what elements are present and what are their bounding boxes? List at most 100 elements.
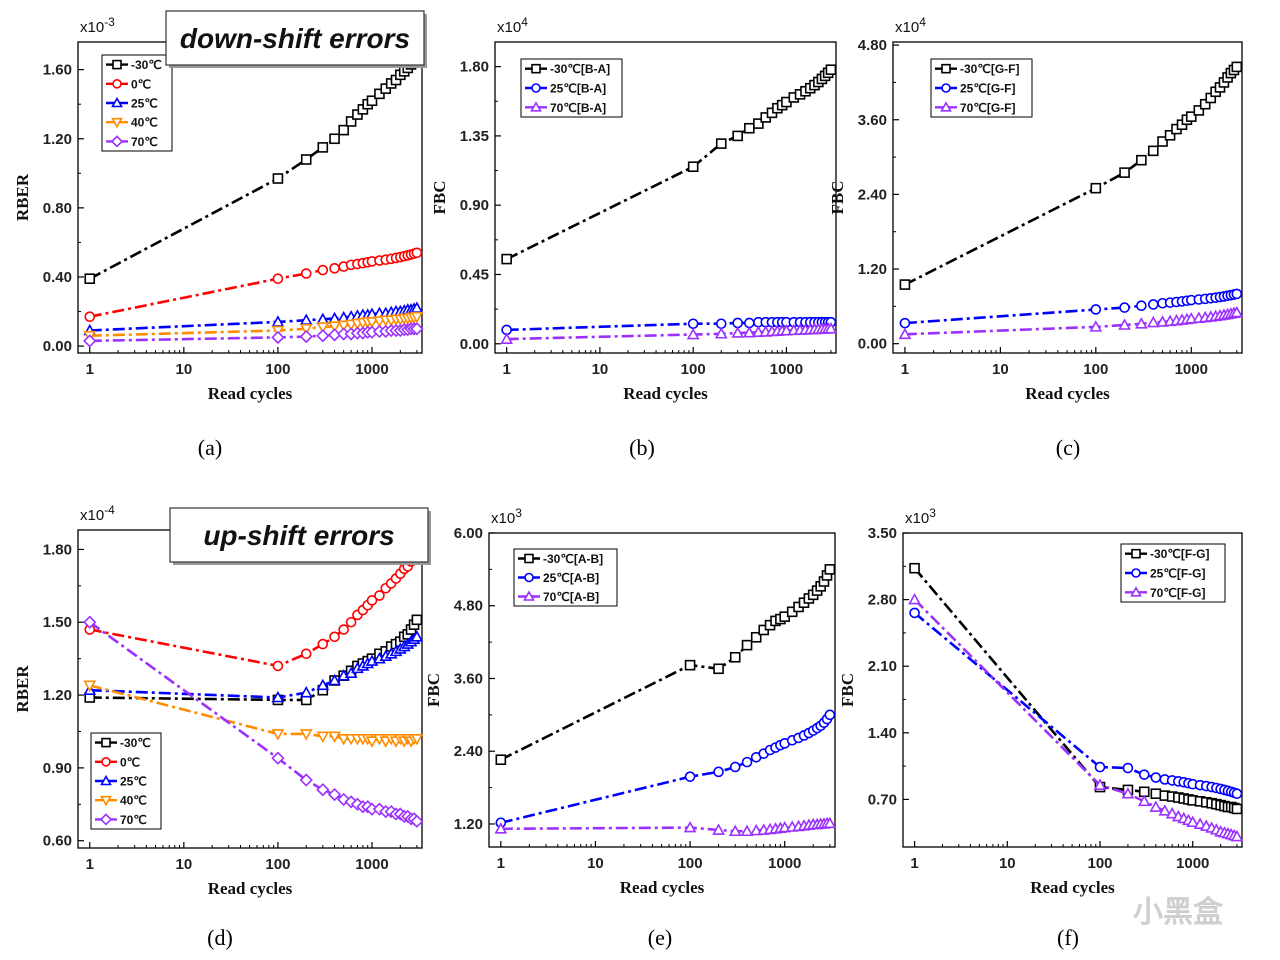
data-point (410, 733, 424, 746)
data-point (1093, 778, 1107, 790)
y-axis-title: FBC (838, 673, 857, 707)
data-point (328, 731, 341, 743)
legend-marker (1131, 568, 1141, 578)
legend-label: 40℃ (131, 116, 158, 130)
data-point (329, 133, 340, 145)
data-point (715, 138, 727, 149)
x-axis-title: Read cycles (208, 384, 293, 403)
data-point (741, 639, 753, 651)
data-point (898, 327, 912, 340)
x-tick-label: 10 (999, 855, 1016, 872)
data-point (84, 311, 96, 323)
x-tick-label: 100 (265, 856, 290, 873)
series-0 (495, 564, 836, 766)
y-tick-label: 0.00 (43, 338, 72, 355)
y-tick-label: 0.40 (43, 269, 72, 286)
data-point (684, 771, 696, 782)
data-point (740, 824, 754, 837)
exponent-base: x10 (80, 19, 104, 36)
axis-exponent: x104 (497, 15, 528, 36)
exponent-base: x10 (895, 19, 919, 36)
data-point (300, 154, 312, 165)
data-point (410, 311, 424, 324)
x-tick-label: 100 (678, 855, 703, 872)
data-point (337, 733, 351, 746)
data-point (83, 615, 97, 629)
x-axis-title: Read cycles (620, 878, 705, 897)
series-4 (83, 615, 424, 828)
data-point (410, 630, 424, 642)
data-point (83, 334, 97, 348)
y-tick-label: 0.60 (43, 833, 72, 850)
data-point (411, 247, 423, 259)
y-tick-label: 1.40 (868, 725, 897, 742)
legend-marker (523, 590, 535, 601)
x-axis-title: Read cycles (208, 879, 293, 898)
data-point (410, 322, 424, 336)
data-point (328, 321, 341, 333)
legend: -30℃[A-B] 25℃[A-B] 70℃[A-B] (513, 548, 618, 607)
chart-banner: up-shift errors (169, 507, 431, 565)
data-point (272, 273, 284, 285)
data-point (327, 787, 342, 802)
data-point (824, 564, 836, 575)
data-point (300, 648, 312, 660)
y-axis-title: FBC (430, 181, 449, 215)
data-point (742, 326, 756, 338)
panel-caption: (a) (198, 435, 222, 460)
series-1 (501, 316, 837, 336)
series-2 (500, 322, 838, 344)
data-point (366, 595, 378, 606)
x-tick-label: 1000 (355, 361, 388, 378)
data-point (495, 754, 507, 766)
data-point (684, 659, 696, 671)
legend-marker (940, 101, 952, 112)
data-point (753, 118, 764, 129)
x-tick-label: 100 (1087, 855, 1112, 872)
data-point (1185, 111, 1197, 122)
axis-exponent: x10-4 (80, 503, 115, 524)
data-point (494, 822, 508, 834)
y-tick-label: 0.80 (43, 200, 72, 217)
data-point (1164, 130, 1176, 141)
data-point (823, 816, 837, 829)
exponent-power: 3 (515, 506, 522, 520)
watermark-text: 小黑盒 (1133, 895, 1224, 930)
legend-marker (1130, 586, 1142, 597)
data-point (713, 766, 724, 778)
data-point (299, 324, 313, 336)
data-point (1231, 803, 1243, 815)
data-point (712, 823, 725, 835)
y-tick-label: 4.80 (858, 37, 887, 54)
legend-label: -30℃[F-G] (1150, 547, 1209, 561)
data-point (500, 332, 514, 344)
legend-label: 70℃[F-G] (1150, 586, 1205, 600)
x-tick-label: 100 (265, 361, 290, 378)
legend-marker (111, 117, 123, 129)
y-tick-label: 1.50 (43, 614, 72, 631)
series-3 (83, 311, 424, 343)
data-point (501, 253, 512, 265)
y-axis-title: FBC (424, 673, 443, 707)
axis-exponent: x10-3 (80, 15, 115, 36)
data-point (337, 320, 351, 333)
data-point (1147, 145, 1159, 157)
data-point (365, 317, 379, 329)
y-tick-label: 1.20 (454, 816, 483, 833)
legend-marker (100, 774, 112, 786)
data-point (750, 631, 762, 643)
data-point (1136, 154, 1147, 166)
legend-label: 0℃ (120, 755, 140, 769)
banner-box (169, 507, 429, 563)
data-point (1137, 794, 1151, 807)
legend-marker (99, 813, 113, 826)
data-point (1193, 105, 1205, 116)
x-tick-label: 1 (86, 361, 94, 378)
x-tick-label: 10 (175, 856, 192, 873)
data-point (728, 824, 742, 837)
y-tick-label: 6.00 (454, 525, 483, 542)
data-point (687, 318, 699, 330)
series-1 (899, 288, 1243, 329)
data-point (752, 325, 765, 338)
data-point (338, 124, 349, 136)
